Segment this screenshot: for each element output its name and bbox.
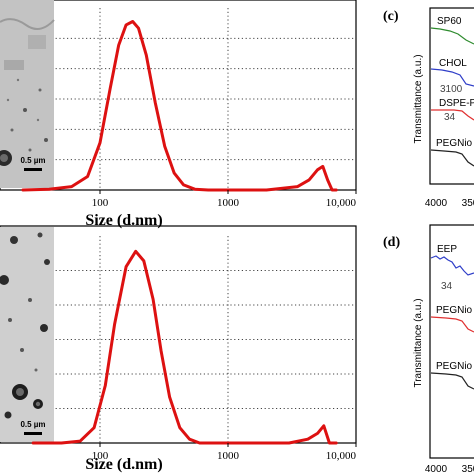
panel-d-series-pegnio-black bbox=[430, 372, 474, 390]
ftir-panel-d: (d) Transmittance (a.u.) EEP 34 PEGNio P… bbox=[383, 224, 474, 474]
bottom-dls-plot-frame bbox=[0, 225, 357, 444]
panel-d-ylabel: Transmittance (a.u.) bbox=[413, 298, 424, 387]
x-tick-label-2: 1000 bbox=[217, 450, 240, 462]
size-distribution-line-0 bbox=[31, 249, 338, 445]
panel-c-chol-label: CHOL bbox=[439, 58, 467, 69]
x-tick-label-3: 10,000 bbox=[326, 450, 357, 462]
top-scale-bar bbox=[24, 168, 42, 171]
panel-d-frame bbox=[429, 224, 474, 459]
top-dls-plot-frame bbox=[0, 0, 357, 191]
size-distribution-line-0 bbox=[21, 20, 338, 192]
panel-c-dspe-label: DSPE-P bbox=[439, 98, 474, 109]
top-tem-inset: 0.5 µm bbox=[0, 0, 55, 188]
panel-d-tick-350: 350 bbox=[462, 464, 474, 474]
top-dls-tick-labels: 10100100010,000 bbox=[92, 190, 357, 209]
top-dls-xlabel: Size (d.nm) bbox=[85, 212, 162, 229]
panel-c-series-dspe bbox=[431, 109, 474, 121]
bottom-dls-tick-labels: 10100100010,000 bbox=[92, 443, 357, 462]
x-tick-label-3: 10,000 bbox=[326, 197, 357, 209]
panel-c-series-chol bbox=[430, 68, 474, 87]
panel-c-frame bbox=[429, 7, 474, 185]
panel-c-chol-annotation: 3100 bbox=[440, 84, 463, 95]
panel-d-pegnio-black-label: PEGNio bbox=[436, 361, 473, 372]
top-dls-panel: 0.5 µm 10100100010,000 Size (d.nm) bbox=[0, 0, 357, 229]
bottom-dls-series bbox=[31, 249, 338, 445]
panel-d-eep-annotation: 34 bbox=[441, 281, 453, 292]
panel-c-tick-350: 350 bbox=[462, 198, 474, 209]
panel-d-pegnio-red-label: PEGNio bbox=[436, 305, 473, 316]
panel-d-eep-label: EEP bbox=[437, 244, 457, 255]
bottom-dls-xlabel: Size (d.nm) bbox=[85, 456, 162, 473]
top-dls-grid bbox=[0, 8, 357, 190]
x-tick-label-1: 100 bbox=[92, 450, 109, 462]
panel-c-label: (c) bbox=[383, 9, 399, 24]
panel-c-sp60-label: SP60 bbox=[437, 16, 462, 27]
top-scale-label: 0.5 µm bbox=[20, 156, 45, 165]
top-dls-series bbox=[21, 20, 338, 192]
bottom-scale-bar bbox=[24, 432, 42, 435]
panel-c-series-sp60 bbox=[430, 27, 474, 45]
panel-c-pegnio-label: PEGNio bbox=[436, 138, 473, 149]
ftir-panel-c: (c) Transmittance (a.u.) SP60 CHOL 3100 … bbox=[383, 7, 474, 209]
bottom-tem-inset: 0.5 µm bbox=[0, 227, 54, 442]
panel-c-ylabel: Transmittance (a.u.) bbox=[413, 54, 424, 143]
panel-c-series-pegnio bbox=[430, 149, 474, 167]
panel-d-tick-4000: 4000 bbox=[425, 464, 448, 474]
bottom-dls-panel: 0.5 µm 10100100010,000 Size (d.nm) bbox=[0, 225, 357, 473]
panel-c-dspe-annotation: 34 bbox=[444, 112, 456, 123]
bottom-scale-label: 0.5 µm bbox=[20, 420, 45, 429]
panel-d-label: (d) bbox=[383, 235, 400, 250]
panel-c-tick-4000: 4000 bbox=[425, 198, 448, 209]
panel-d-series-eep bbox=[430, 255, 474, 276]
x-tick-label-1: 100 bbox=[92, 197, 109, 209]
panel-d-series-pegnio-red bbox=[430, 316, 474, 333]
x-tick-label-2: 1000 bbox=[217, 197, 240, 209]
